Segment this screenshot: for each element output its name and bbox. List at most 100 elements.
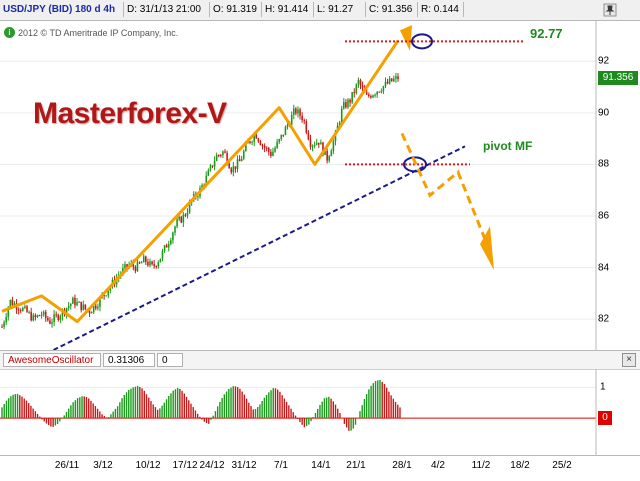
date-readout: D: 31/1/13 21:00 [124,2,210,17]
trend-zigzag-line [1,39,400,324]
candle-down [249,141,251,143]
candle-down [180,216,183,223]
price-tick-92: 92 [598,55,610,67]
candle-down [257,138,260,142]
candle-down [349,99,351,103]
candle-up [286,124,289,127]
candle-up [40,314,43,316]
candle-down [370,95,372,98]
candle-down [220,155,222,157]
candle-down [17,309,20,311]
oscillator-header: AwesomeOscillator 0.31306 0 × [0,350,640,370]
candle-down [361,85,364,88]
candle-down [26,306,28,313]
info-icon[interactable]: i [4,27,15,38]
pivot-level-label: pivot MF [483,139,533,153]
candle-down [138,262,141,264]
candle-up [174,226,176,233]
pin-icon[interactable] [603,3,617,17]
candle-up [13,303,16,306]
candle-down [217,155,220,157]
candle-down [353,92,356,94]
quote-status-bar: USD/JPY (BID) 180 d 4h D: 31/1/13 21:00 … [0,0,640,21]
candle-up [332,141,335,151]
candle-up [297,109,299,114]
candle-down [267,148,270,152]
candle-down [307,132,310,140]
date-tick-label: 4/2 [431,460,445,471]
candle-up [157,262,160,267]
price-tick-90: 90 [598,107,610,119]
candle-up [205,175,208,186]
current-price-badge: 91.356 [598,70,638,85]
candle-up [69,303,72,306]
candle-up [313,144,316,146]
candle-up [82,304,85,310]
candle-up [290,114,293,126]
candle-down [270,151,272,156]
candle-up [372,95,374,98]
candle-down [165,245,168,248]
candle-up [292,108,295,115]
candle-down [386,81,389,84]
candle-down [301,115,303,121]
candle-up [97,306,99,309]
oscillator-bars [1,379,401,431]
open-readout: O: 91.319 [210,2,262,17]
candle-up [170,240,172,245]
candle-up [178,216,180,220]
candle-up [167,244,170,248]
candle-down [255,134,258,139]
candle-down [155,266,158,268]
candle-up [384,81,387,87]
candle-down [309,139,312,147]
candle-up [393,78,395,82]
candle-up [72,297,74,304]
candle-down [263,145,266,148]
candle-up [3,322,5,327]
candle-down [259,141,262,146]
candle-up [274,147,276,152]
oscillator-chart[interactable] [0,369,640,455]
candle-down [368,94,370,96]
candle-down [94,305,97,309]
high-readout: H: 91.414 [262,2,314,17]
candle-down [134,266,137,272]
candle-up [124,264,126,269]
candle-up [163,245,166,251]
candle-up [42,311,45,315]
candle-down [84,304,87,309]
candle-down [47,318,49,321]
candle-up [61,309,64,317]
candle-down [303,120,306,122]
candle-up [382,86,385,92]
candle-up [5,317,7,323]
candle-down [365,92,368,95]
candle-down [326,150,328,161]
candle-up [253,134,255,142]
candle-up [107,290,110,296]
candle-up [347,99,349,108]
close-icon[interactable]: × [622,353,636,367]
date-tick-label: 11/2 [471,460,491,471]
candle-down [265,147,268,149]
candle-up [140,262,143,264]
candle-up [215,155,218,161]
date-tick-label: 14/1 [311,460,331,471]
candle-up [320,142,322,145]
forecast-path [400,132,488,243]
price-chart[interactable] [0,20,640,350]
oscillator-name[interactable]: AwesomeOscillator [3,353,101,367]
candle-up [142,256,145,263]
price-tick-82: 82 [598,313,610,325]
candle-down [184,214,187,216]
date-tick-label: 25/2 [552,460,572,471]
candle-up [276,142,278,148]
candle-down [234,166,237,169]
price-tick-84: 84 [598,262,610,273]
candle-up [278,139,280,143]
candle-up [92,305,95,313]
candle-up [28,312,30,314]
candle-up [251,141,253,143]
brand-title: Masterforex-V [33,97,227,130]
